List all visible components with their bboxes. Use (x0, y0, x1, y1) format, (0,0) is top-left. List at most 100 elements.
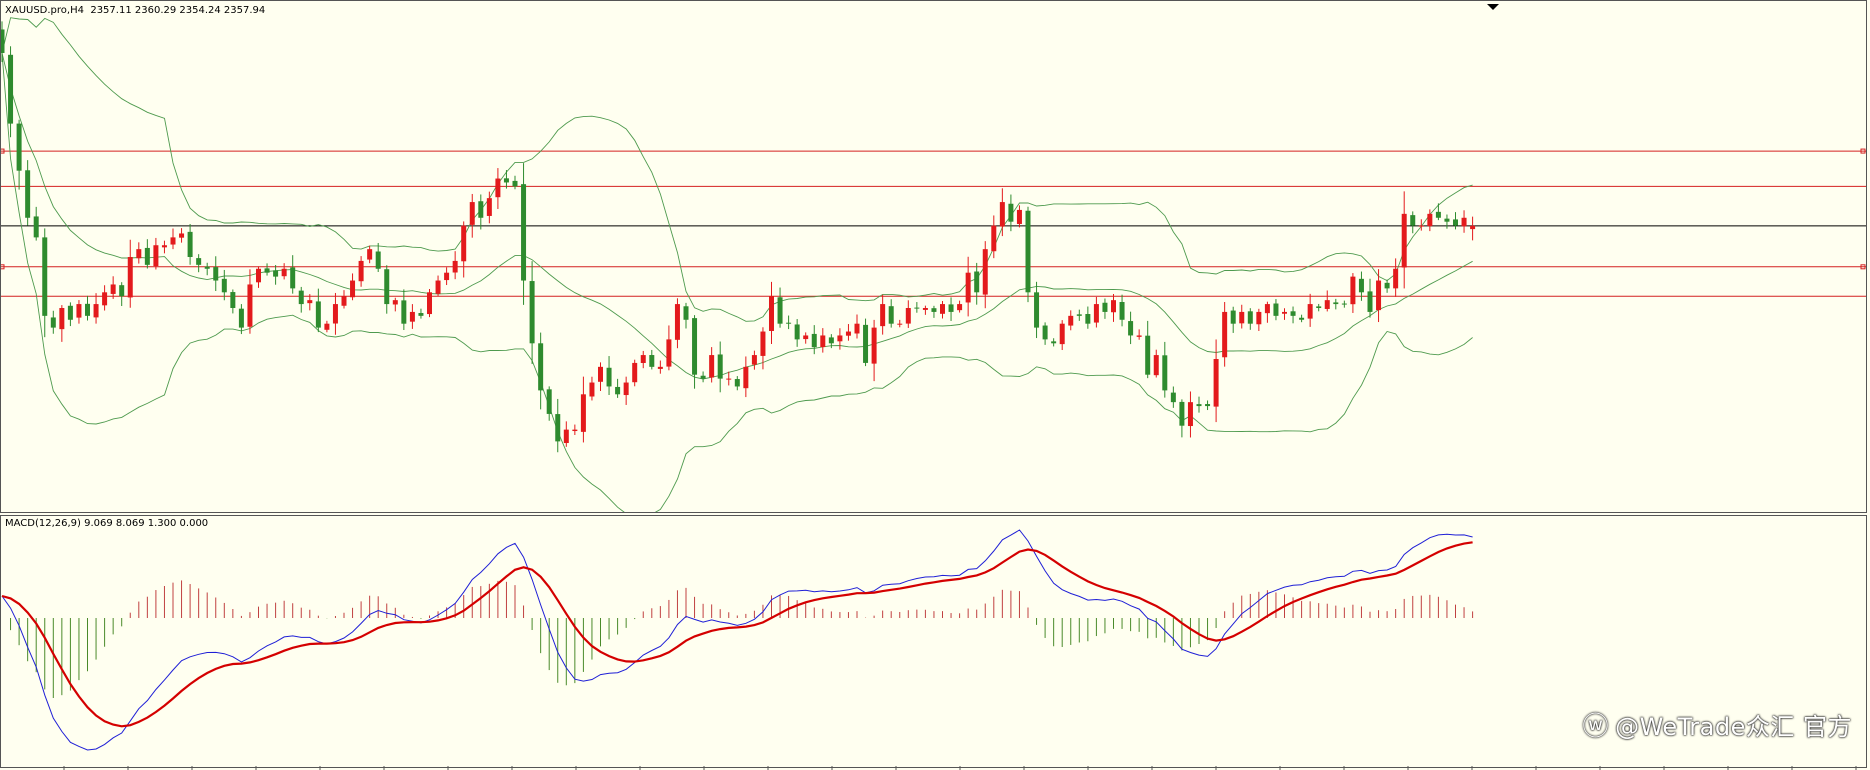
candle (42, 228, 48, 338)
candle-body (974, 271, 980, 293)
candle (33, 206, 39, 241)
candle (1051, 338, 1057, 347)
candle-body (298, 290, 304, 305)
candle (563, 421, 569, 447)
candle (478, 194, 484, 230)
candle-body (486, 198, 492, 216)
candle (1453, 212, 1458, 230)
candle-body (1384, 282, 1390, 289)
candle (1205, 400, 1211, 411)
candle (1307, 293, 1313, 327)
candle (1324, 290, 1330, 312)
candle (1102, 298, 1108, 319)
candle-body (315, 301, 321, 328)
candle (546, 386, 552, 421)
candle-body (1230, 310, 1236, 324)
candle (256, 266, 261, 288)
candle (1299, 314, 1305, 323)
candle-body (307, 300, 313, 304)
candle (1170, 386, 1176, 408)
candle (503, 170, 509, 189)
candle-body (8, 54, 14, 124)
candle (367, 245, 373, 264)
candle-body (521, 184, 527, 281)
candle (529, 261, 535, 364)
candle (341, 290, 347, 309)
candle (486, 191, 492, 224)
candle-body (734, 379, 740, 387)
candle-body (1213, 359, 1219, 407)
candle-body (1119, 302, 1125, 320)
candle-body (606, 367, 612, 387)
candle-body (751, 355, 757, 365)
candle-body (67, 305, 73, 320)
candle (948, 297, 954, 321)
candle (615, 378, 621, 398)
candle-body (1273, 303, 1279, 316)
candle-body (1410, 215, 1416, 226)
candle (298, 286, 304, 313)
candle-body (350, 280, 356, 298)
candle (1401, 191, 1407, 289)
candle (1136, 329, 1142, 340)
candle (991, 215, 997, 259)
candle (649, 349, 655, 370)
candle-body (572, 429, 578, 432)
price-pane[interactable] (0, 17, 1866, 516)
candle-body (418, 313, 424, 316)
candle-body (828, 337, 834, 344)
candle-body (760, 331, 766, 356)
candle (247, 269, 253, 334)
candle-body (358, 260, 364, 282)
candle (922, 305, 928, 315)
candle-body (948, 304, 954, 312)
candle (110, 276, 116, 299)
candle-body (845, 331, 851, 336)
candle (427, 289, 432, 318)
candle-body (273, 270, 279, 277)
candle-body (1153, 355, 1159, 376)
candle-body (922, 308, 928, 310)
candle (623, 376, 629, 405)
candle (204, 262, 210, 276)
candle (1350, 273, 1356, 313)
candle (811, 325, 817, 355)
candle (683, 302, 689, 329)
candle-body (153, 245, 159, 267)
candle (418, 308, 424, 319)
candle-body (452, 260, 458, 273)
candle-body (632, 362, 638, 383)
candle-body (33, 216, 39, 238)
candle-body (871, 327, 877, 364)
candle (1230, 306, 1236, 333)
candle (957, 300, 963, 313)
candle-body (1162, 355, 1168, 391)
candle (221, 269, 227, 301)
candle-body (204, 266, 210, 269)
candle-body (179, 233, 185, 238)
candle-body (1025, 210, 1031, 293)
candle (8, 46, 14, 138)
candle-body (1324, 300, 1330, 309)
candle-body (991, 225, 997, 252)
candle (1410, 211, 1416, 234)
candle-body (803, 335, 809, 340)
candle-body (16, 123, 22, 171)
macd-pane[interactable] (1, 529, 1474, 751)
candle (1034, 281, 1040, 339)
candle-body (1111, 300, 1116, 313)
candle (777, 287, 783, 328)
candle-body (837, 335, 843, 342)
candle-body (238, 308, 244, 328)
candle-body (1393, 268, 1399, 289)
candle (828, 334, 834, 349)
candle-body (170, 237, 176, 245)
candle-body (119, 285, 125, 297)
candle (734, 376, 740, 391)
candle-body (264, 268, 270, 273)
candle-body (863, 324, 869, 363)
candle (1008, 194, 1014, 232)
